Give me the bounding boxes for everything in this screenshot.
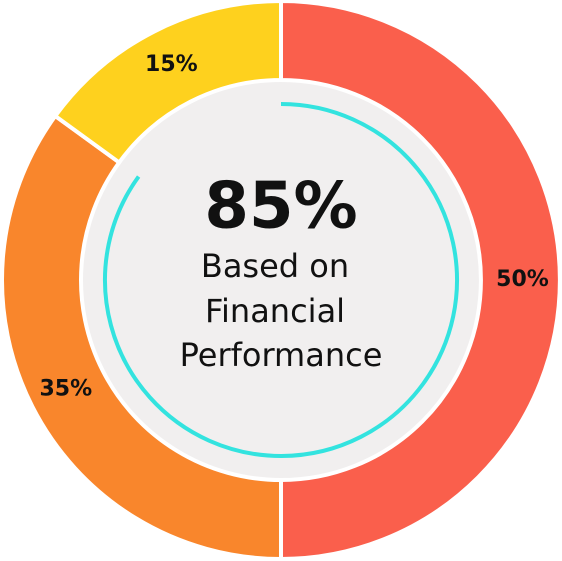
center-text: Based on [201, 247, 349, 285]
center-text: Performance [180, 336, 383, 374]
center-arc [103, 102, 459, 458]
center-text: Financial [205, 292, 345, 330]
center-disc [81, 80, 481, 480]
donut-segment [52, 0, 283, 166]
donut-segment [0, 113, 283, 561]
center-value: 85% [204, 170, 357, 244]
value-label: 15% [145, 52, 198, 77]
donut-segment [279, 0, 562, 561]
value-label: 35% [39, 377, 92, 402]
value-label: 50% [496, 267, 549, 292]
